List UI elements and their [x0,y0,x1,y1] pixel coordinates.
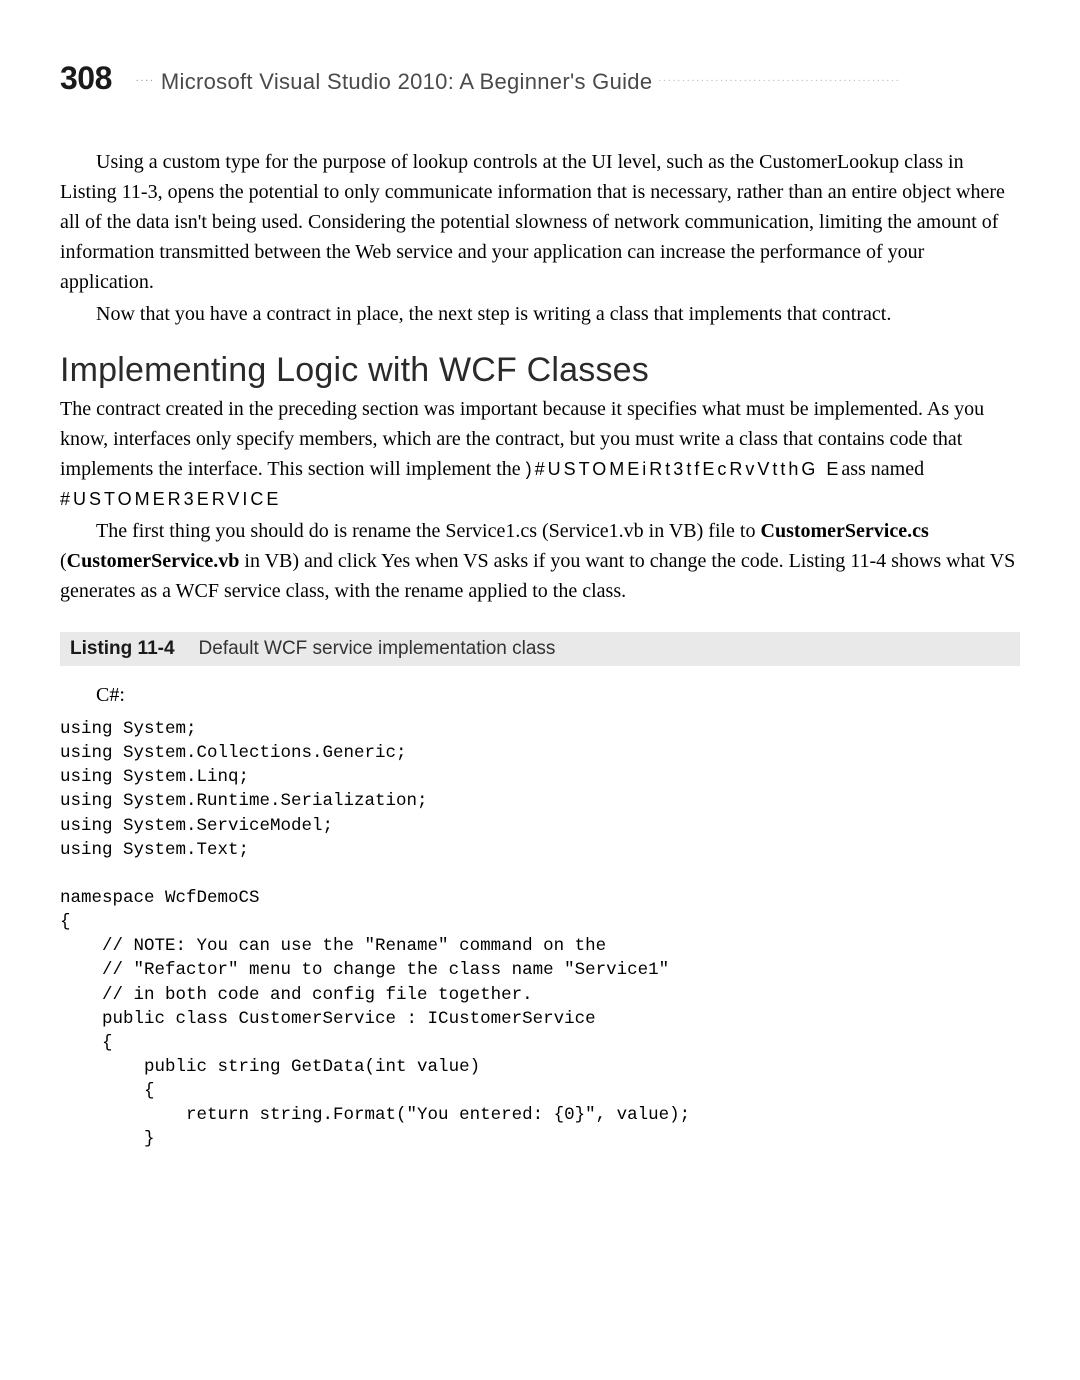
listing-label: Listing 11-4 [70,638,175,660]
para3-text-b: ass named [841,458,924,480]
body-content: Using a custom type for the purpose of l… [60,147,1020,1152]
garbled-text-2: #USTOMER3ERVICE [60,489,281,509]
code-block: using System; using System.Collections.G… [60,717,1020,1152]
header-title: Microsoft Visual Studio 2010: A Beginner… [161,69,652,95]
page-number: 308 [60,60,112,97]
paragraph-4: The first thing you should do is rename … [60,516,1020,606]
page-header: 308 .... Microsoft Visual Studio 2010: A… [60,60,1020,97]
paragraph-3: The contract created in the preceding se… [60,394,1020,514]
bold-filename-vb: CustomerService.vb [67,550,240,572]
dots-right: ........................................… [658,72,1020,84]
listing-caption: Default WCF service implementation class [199,638,556,660]
para4-text-a: The first thing you should do is rename … [96,520,761,542]
paragraph-2: Now that you have a contract in place, t… [60,299,1020,329]
paragraph-1: Using a custom type for the purpose of l… [60,147,1020,297]
dots-left: .... [136,72,155,84]
listing-header-bar: Listing 11-4 Default WCF service impleme… [60,632,1020,666]
bold-filename-cs: CustomerService.cs [761,520,929,542]
section-heading: Implementing Logic with WCF Classes [60,351,1020,390]
code-language-label: C#: [96,684,1020,707]
garbled-text-1: )#USTOMEiRt3tfEcRvVtthG E [526,459,842,479]
para4-text-b: ( [60,550,67,572]
